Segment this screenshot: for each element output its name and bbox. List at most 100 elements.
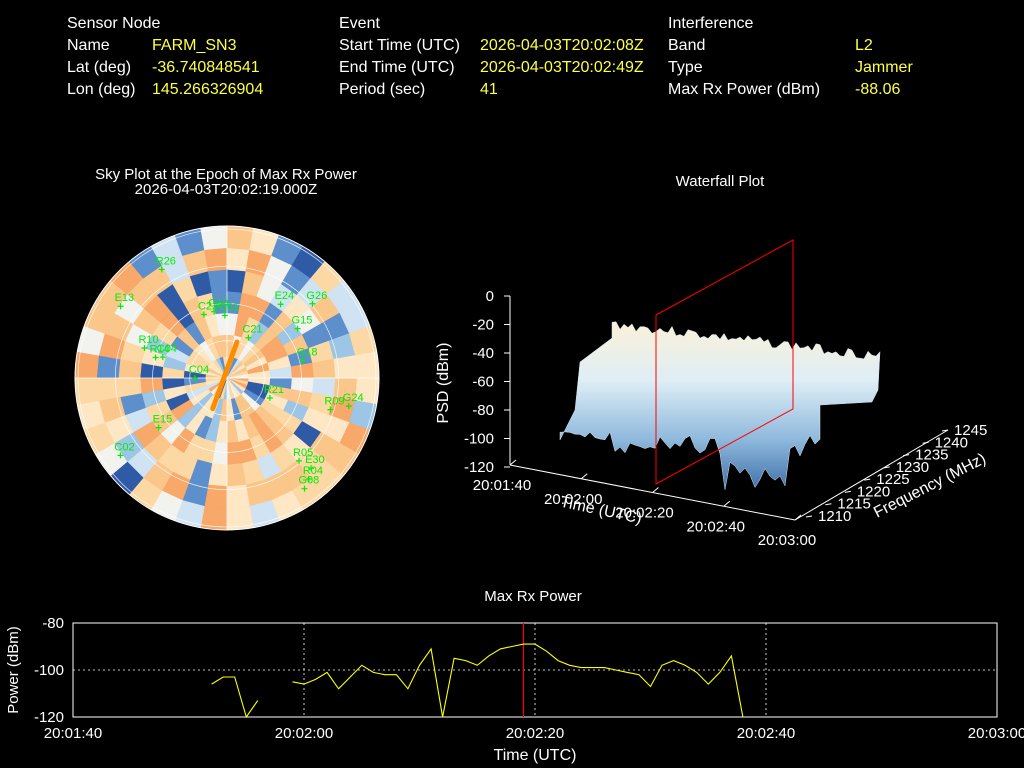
satellite-point [308, 465, 315, 472]
satellite-label: E30 [305, 454, 325, 466]
waterfall-y-tick [825, 503, 832, 506]
satellite-label: R05 [293, 447, 313, 459]
waterfall-z-tick-label: -20 [472, 317, 494, 334]
event-start-value: 2026-04-03T20:02:08Z [480, 37, 644, 54]
skyplot-title: Sky Plot at the Epoch of Max Rx Power [95, 166, 357, 183]
maxpower-x-tick-label: 20:02:00 [275, 725, 333, 742]
interference-band-label: Band [668, 37, 706, 54]
maxpower-title: Max Rx Power [484, 588, 582, 605]
interference-panel: Interference Band L2 Type Jammer Max Rx … [668, 13, 968, 103]
satellite-label: R14 [150, 344, 170, 356]
maxpower-x-tick-label: 20:02:40 [737, 725, 795, 742]
waterfall-x-tick-label: 20:02:00 [544, 491, 602, 508]
waterfall-y-tick [922, 441, 929, 444]
event-period-value: 41 [480, 81, 498, 98]
satellite-label: G24 [343, 392, 364, 404]
satellite-label: C21 [242, 324, 262, 336]
event-panel: Event Start Time (UTC) 2026-04-03T20:02:… [339, 13, 659, 103]
satellite-marker: C10 [208, 298, 228, 315]
satellite-point [277, 301, 284, 308]
satellite-point [191, 375, 198, 381]
satellite-label: E13 [115, 292, 135, 304]
satellite-marker: C21 [242, 324, 263, 341]
satellite-marker: C02 [114, 441, 135, 459]
waterfall-y-tick [864, 478, 871, 481]
maxpower-plot: 20:01:40 20:02:00 20:02:20 20:02:40 20:03:00… [5, 615, 1024, 764]
satellite-marker: C22 [198, 301, 218, 318]
satellite-marker: R26 [156, 255, 176, 273]
event-heading: Event [339, 15, 380, 32]
waterfall-surface [559, 321, 881, 490]
waterfall-x-tick-label: 20:02:40 [687, 518, 745, 535]
satellite-point [245, 334, 252, 341]
skyplot-border [74, 225, 380, 531]
satellite-label: R26 [156, 255, 176, 267]
satellite-point [221, 312, 228, 319]
maxpower-x-tick-label: 20:03:00 [968, 725, 1024, 742]
satellite-label: G15 [292, 315, 313, 327]
satellite-point [299, 357, 306, 364]
waterfall-frequency-axis [794, 429, 949, 521]
waterfall-title: Waterfall Plot [675, 173, 765, 190]
jammer-direction-mark [210, 339, 240, 412]
satellite-point [305, 476, 312, 483]
sensor-lat-value: -36.740848541 [152, 59, 260, 76]
skyplot-cell [200, 226, 228, 250]
satellite-point [117, 452, 124, 459]
sensor-name-label: Name [67, 37, 110, 54]
satellite-label: G18 [297, 347, 318, 359]
maxpower-xlabel: Time (UTC) [494, 747, 577, 764]
waterfall-x-tick-label: 20:01:40 [473, 477, 531, 494]
sensor-node-panel: Sensor Node Name FARM_SN3 Lat (deg) -36.… [67, 13, 317, 103]
interference-heading: Interference [668, 15, 754, 32]
waterfall-z-tick-label: 0 [486, 288, 494, 305]
waterfall-y-tick-label: 1245 [954, 422, 987, 439]
satellite-label: E15 [153, 414, 173, 426]
sensor-node-heading: Sensor Node [67, 15, 161, 32]
interference-band-value: L2 [855, 37, 873, 54]
waterfall-x-tick-label: 20:02:20 [615, 505, 673, 522]
maxpower-y-tick-label: -100 [34, 662, 64, 679]
skyplot-cell [75, 377, 99, 405]
interference-type-label: Type [668, 59, 703, 76]
waterfall-x-tick [509, 459, 517, 466]
satellite-point [309, 300, 316, 307]
satellite-label: R04 [303, 465, 323, 477]
waterfall-x-tick [580, 473, 588, 480]
waterfall-z-tick-label: -80 [472, 402, 494, 419]
event-end-label: End Time (UTC) [339, 59, 455, 76]
maxpower-series-line [211, 676, 259, 719]
skyplot-cell [226, 506, 254, 530]
satellite-label: C01 [219, 302, 239, 314]
maxpower-x-tick-label: 20:01:40 [44, 725, 102, 742]
satellite-marker: C04 [157, 343, 177, 361]
satellite-label: R09 [324, 396, 344, 408]
interference-power-label: Max Rx Power (dBm) [668, 81, 821, 98]
satellite-label: C02 [114, 441, 134, 453]
waterfall-y-tick-label: 1210 [818, 508, 851, 525]
waterfall-y-tick-label: 1240 [935, 434, 968, 451]
satellite-point [211, 308, 218, 315]
satellite-point [117, 303, 124, 310]
satellite-marker: G18 [297, 347, 318, 364]
satellite-marker: E24 [275, 290, 294, 308]
satellite-label: C04 [157, 343, 177, 355]
sensor-lon-label: Lon (deg) [67, 81, 136, 98]
interference-power-value: -88.06 [855, 81, 901, 98]
maxpower-y-tick-label: -80 [42, 615, 64, 632]
waterfall-y-tick-label: 1220 [857, 483, 890, 500]
waterfall-y-tick-label: 1215 [837, 496, 870, 513]
satellite-label: C22 [198, 301, 218, 313]
satellite-point [159, 354, 166, 361]
satellite-marker: G26 [306, 290, 327, 307]
satellite-point [294, 325, 301, 332]
satellite-point [301, 485, 308, 492]
satellite-point [200, 311, 207, 318]
event-period-label: Period (sec) [339, 81, 426, 98]
waterfall-zlabel: PSD (dBm) [435, 343, 452, 424]
waterfall-y-tick-label: 1230 [896, 459, 929, 476]
satellite-marker: G24 [343, 392, 364, 410]
satellite-label: R10 [138, 334, 158, 346]
